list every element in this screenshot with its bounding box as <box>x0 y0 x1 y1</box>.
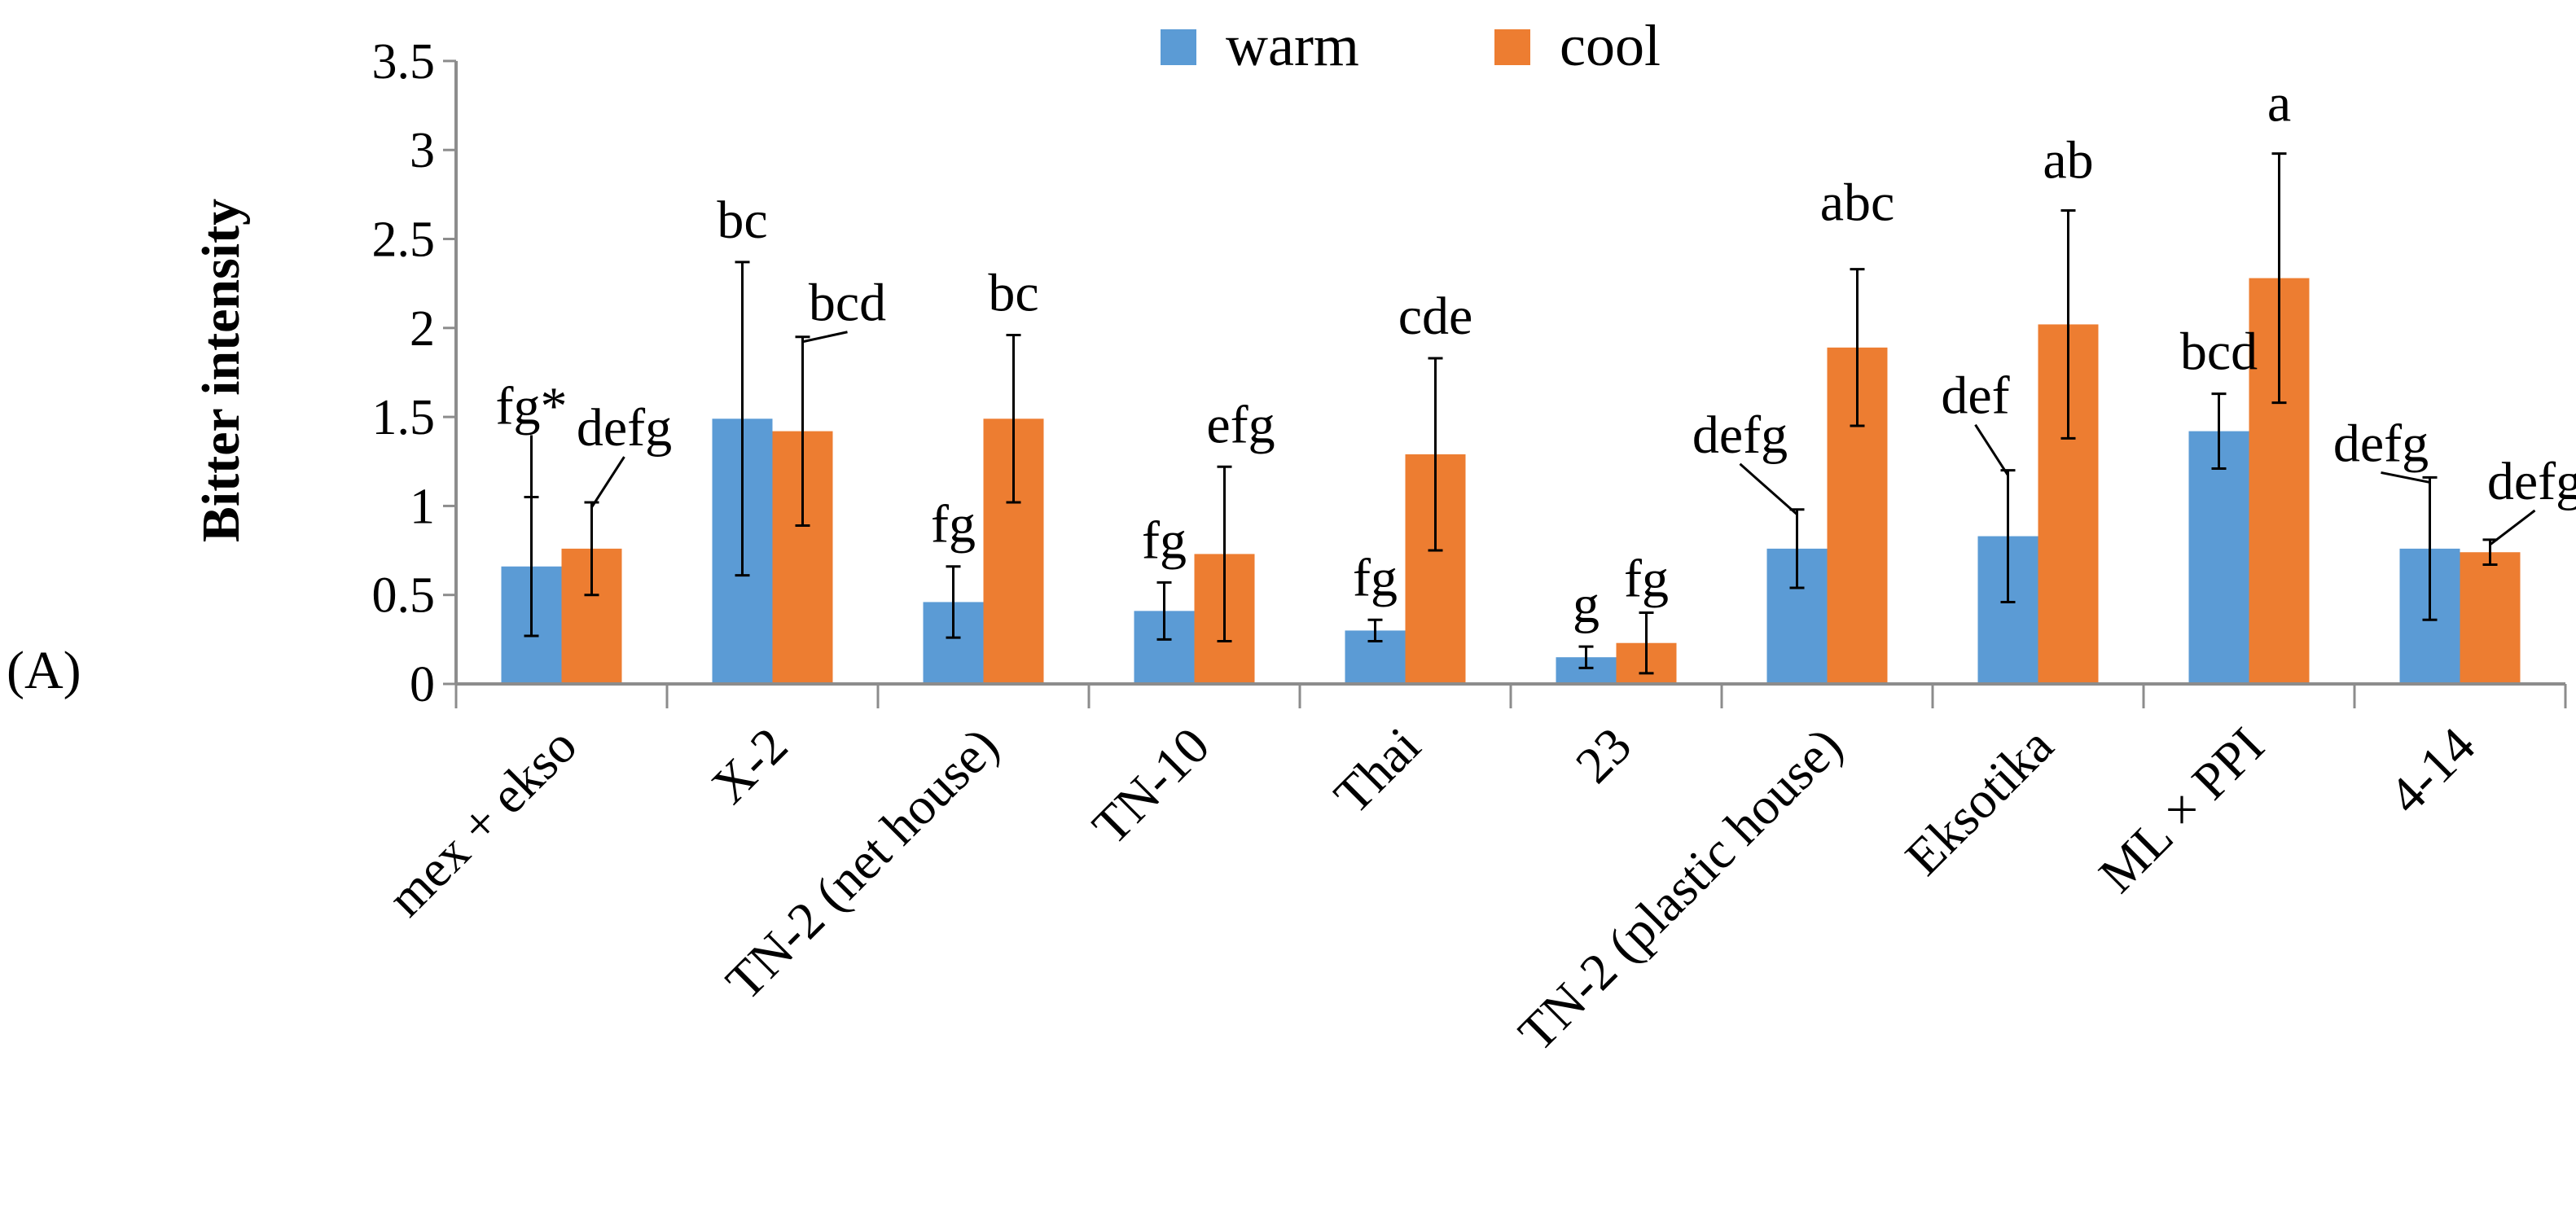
significance-label-warm: g <box>1573 575 1600 634</box>
label-leader-lines <box>530 331 2536 546</box>
y-axis: 0 0.5 1 1.5 2 2.5 3 3.5 <box>372 34 458 712</box>
x-tick-label: 23 <box>1564 716 1642 794</box>
significance-label-warm: bc <box>717 191 767 250</box>
x-tick-label: 4-14 <box>2377 716 2486 825</box>
y-tick-label: 0 <box>410 657 435 712</box>
significance-label-warm: fg* <box>496 376 568 436</box>
significance-label-warm: defg <box>2333 414 2429 473</box>
legend-label: cool <box>1560 13 1661 78</box>
significance-label-cool: fg <box>1624 550 1669 609</box>
legend-swatch <box>1494 29 1530 65</box>
x-tick-label: X-2 <box>700 716 799 815</box>
x-tick-label: ML × PPI <box>2087 716 2275 904</box>
significance-label-warm: bcd <box>2180 322 2258 382</box>
significance-label-cool: a <box>2267 74 2291 134</box>
significance-label-warm: fg <box>931 495 976 554</box>
significance-label-cool: efg <box>1206 395 1275 454</box>
significance-label-warm: def <box>1941 366 2009 426</box>
x-tick-label: TN-10 <box>1082 716 1221 856</box>
label-leader <box>802 331 848 344</box>
significance-label-cool: ab <box>2043 131 2093 191</box>
bar-cool <box>2460 552 2521 684</box>
y-tick-label: 2.5 <box>372 213 436 268</box>
x-tick-label: TN-2 (plastic house) <box>1507 716 1854 1063</box>
error-bars <box>524 152 2498 675</box>
y-tick-label: 2 <box>410 301 435 357</box>
y-tick-label: 3.5 <box>372 34 436 90</box>
y-tick-label: 3 <box>410 123 435 178</box>
bar-warm <box>2188 431 2249 684</box>
x-tick-label: mex + ekso <box>376 716 587 927</box>
significance-label-warm: defg <box>1692 405 1788 465</box>
significance-label-cool: defg <box>2487 452 2576 511</box>
label-leader <box>2381 471 2430 484</box>
y-tick-label: 1 <box>410 479 435 534</box>
label-leader <box>2489 509 2536 546</box>
significance-label-cool: cde <box>1398 287 1473 346</box>
y-tick-label: 1.5 <box>372 390 436 445</box>
panel-label: (A) <box>7 641 81 700</box>
significance-label-warm: fg <box>1142 511 1187 570</box>
y-axis-title: Bitter intensity <box>191 199 251 542</box>
legend-label: warm <box>1226 13 1359 78</box>
x-tick-label: Eksotika <box>1894 716 2065 887</box>
x-tick-label: Thai <box>1323 716 1431 825</box>
label-leader <box>590 456 625 508</box>
x-axis: mex + ekso X-2TN-2 (net house) TN-10 Thai 23… <box>376 682 2567 1063</box>
significance-label-cool: bc <box>988 264 1038 323</box>
legend-swatch <box>1161 29 1196 65</box>
legend: warm cool <box>1161 13 1661 78</box>
significance-label-cool: bcd <box>809 274 886 333</box>
significance-label-cool: abc <box>1820 173 1895 233</box>
y-tick-label: 0.5 <box>372 568 436 624</box>
label-leader <box>1974 423 2009 476</box>
significance-label-cool: defg <box>577 398 672 458</box>
label-leader <box>1739 462 1798 515</box>
significance-label-warm: fg <box>1353 548 1398 607</box>
